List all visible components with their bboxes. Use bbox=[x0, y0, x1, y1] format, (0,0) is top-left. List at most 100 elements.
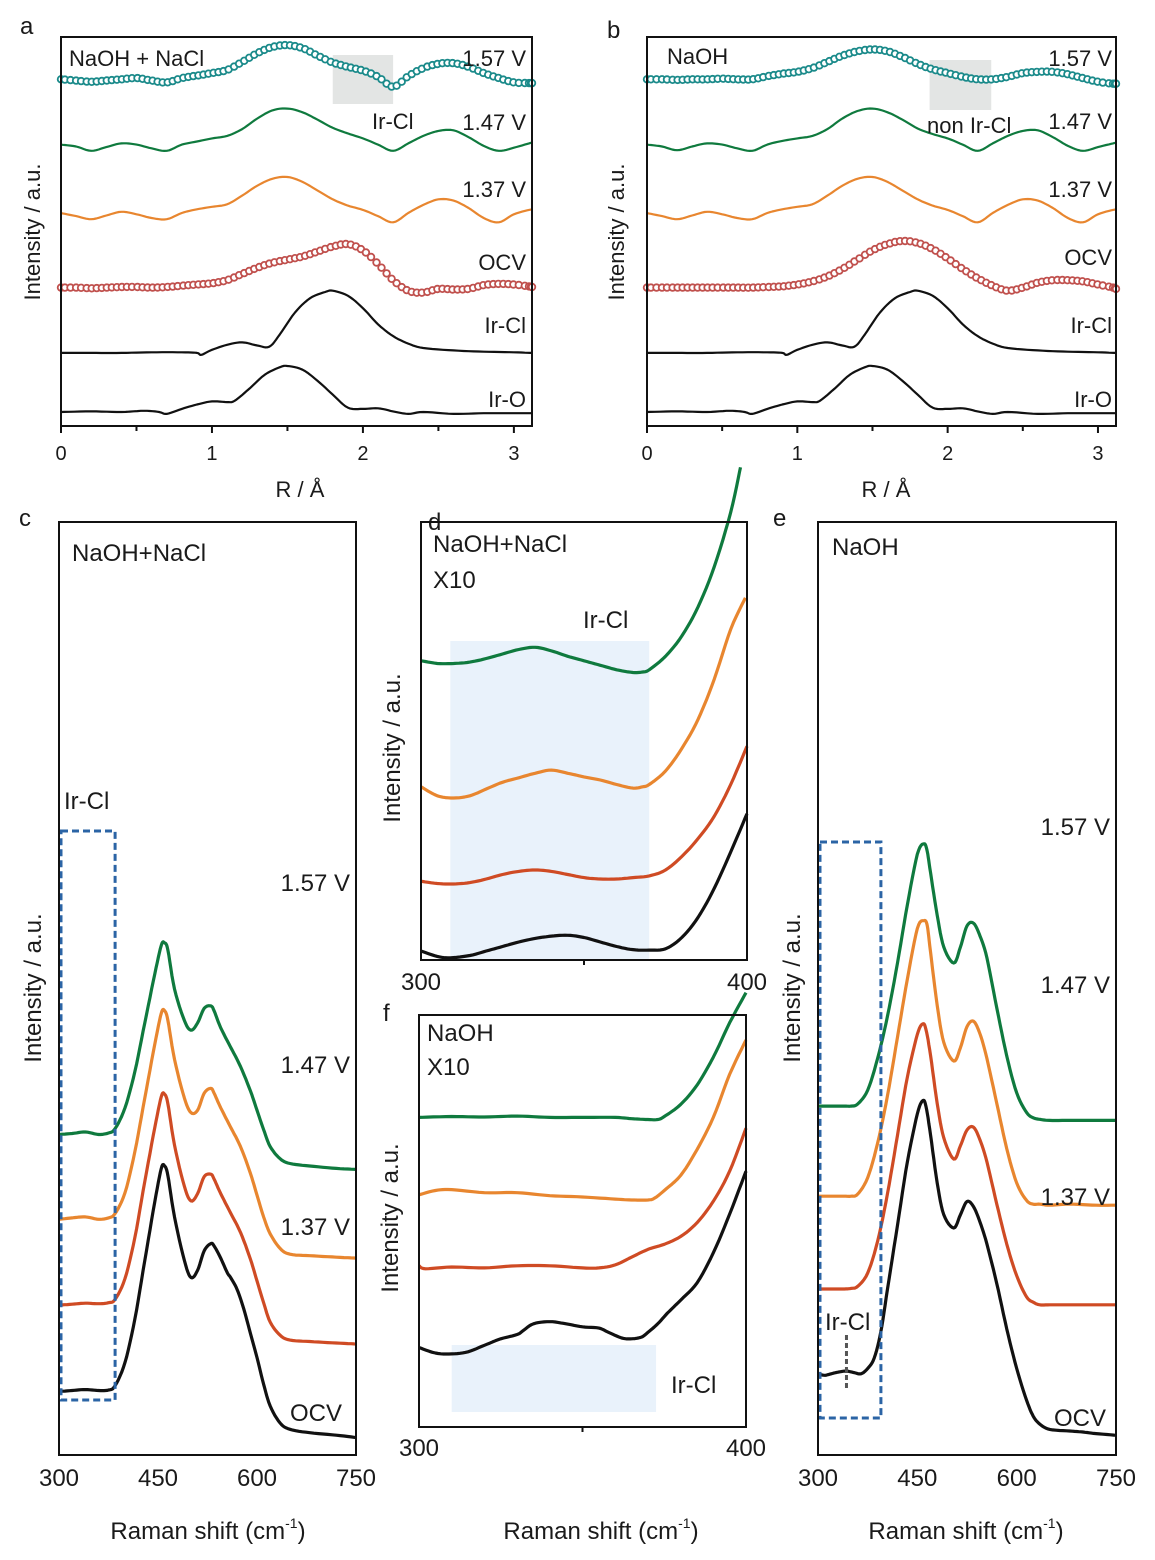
panel-a: 0 1 2 3 bbox=[55, 36, 537, 465]
panel-b-shade-label: non Ir-Cl bbox=[927, 113, 1011, 138]
panel-d-title: NaOH+NaCl bbox=[433, 531, 567, 558]
panel-e-xlabel: Raman shift (cm-1) bbox=[868, 1515, 1063, 1545]
x-tick-label-c: 750 bbox=[336, 1465, 376, 1492]
panel-f-subtitle: X10 bbox=[427, 1054, 470, 1081]
panel-e-title: NaOH bbox=[832, 534, 899, 561]
series-line-f-1-57-v bbox=[418, 991, 748, 1122]
panel-c-title: NaOH+NaCl bbox=[72, 540, 206, 567]
series-line-e-1-37-v bbox=[817, 1022, 1116, 1307]
data-point-a-ocv bbox=[366, 252, 376, 262]
series-line-e-1-47-v bbox=[817, 918, 1116, 1207]
series-line-e-ocv bbox=[817, 1098, 1117, 1437]
panel-a-label-iro: Ir-O bbox=[488, 387, 526, 412]
panel-letter-b: b bbox=[607, 17, 620, 44]
panel-b-label-ocv: OCV bbox=[1064, 245, 1112, 270]
data-point-a-ocv bbox=[387, 274, 396, 283]
axes-frame-a bbox=[60, 36, 533, 427]
panel-a-ylabel: Intensity / a.u. bbox=[20, 164, 45, 301]
panel-c-label-ocv: OCV bbox=[290, 1400, 342, 1427]
panel-e-label-ocv: OCV bbox=[1054, 1405, 1106, 1432]
panel-a-label-ircl: Ir-Cl bbox=[484, 313, 526, 338]
panel-f: 300 400 bbox=[399, 991, 766, 1462]
panel-e-box-label: Ir-Cl bbox=[825, 1309, 870, 1336]
dashed-box-c bbox=[59, 829, 117, 1402]
series-line-a-1-47-v bbox=[60, 107, 533, 152]
panel-a-xlabel: R / Å bbox=[276, 477, 325, 502]
axes-frame-b bbox=[646, 36, 1117, 427]
series-line-f-1-37-v bbox=[417, 1127, 748, 1271]
panel-f-ylabel: Intensity / a.u. bbox=[377, 1143, 404, 1292]
panel-a-label-1-57: 1.57 V bbox=[462, 46, 526, 71]
panel-b-xlabel: R / Å bbox=[862, 477, 911, 502]
panel-e: 300 450 600 750 bbox=[798, 521, 1136, 1492]
series-line-d-1-57-v bbox=[420, 466, 743, 675]
shaded-region-b bbox=[929, 60, 992, 110]
x-tick-label-a: 1 bbox=[206, 443, 217, 465]
panel-c-ylabel: Intensity / a.u. bbox=[20, 913, 47, 1062]
data-point-a-ocv bbox=[382, 269, 391, 278]
series-line-b-ir-o bbox=[646, 364, 1116, 415]
panel-b-label-ircl: Ir-Cl bbox=[1070, 313, 1112, 338]
x-tick-label-e: 450 bbox=[897, 1465, 937, 1492]
series-line-a-ir-cl bbox=[61, 289, 532, 356]
panel-c-xlabel: Raman shift (cm-1) bbox=[110, 1515, 305, 1545]
x-tick-label-c: 300 bbox=[39, 1465, 79, 1492]
series-line-b-ir-cl bbox=[647, 289, 1116, 356]
x-tick-label-a: 0 bbox=[55, 443, 66, 465]
panel-b-label-1-37: 1.37 V bbox=[1048, 177, 1112, 202]
series-line-b-1-37-v bbox=[646, 175, 1117, 224]
panel-a-label-1-47: 1.47 V bbox=[462, 110, 526, 135]
panel-b-label-iro: Ir-O bbox=[1074, 387, 1112, 412]
panel-c-box-label: Ir-Cl bbox=[64, 788, 109, 815]
data-point-b-ocv bbox=[855, 254, 864, 263]
series-line-c-ocv bbox=[58, 1162, 357, 1440]
series-line-a-1-37-v bbox=[60, 175, 533, 224]
panel-letter-e: e bbox=[773, 505, 786, 532]
x-tick-label-b: 1 bbox=[792, 443, 803, 465]
panel-d-ylabel: Intensity / a.u. bbox=[379, 673, 406, 822]
x-tick-label-a: 2 bbox=[357, 443, 368, 465]
panel-letter-f: f bbox=[383, 1000, 390, 1027]
panel-f-title: NaOH bbox=[427, 1020, 494, 1047]
data-point-a-1-57-v bbox=[377, 75, 386, 84]
panel-c-label-1-47: 1.47 V bbox=[281, 1052, 350, 1079]
panel-d-annotation: Ir-Cl bbox=[583, 607, 628, 634]
panel-d-subtitle: X10 bbox=[433, 567, 476, 594]
data-point-a-ocv bbox=[361, 248, 371, 257]
series-line-f-1-47-v bbox=[418, 1039, 748, 1202]
panel-e-label-1-57: 1.57 V bbox=[1041, 814, 1110, 841]
panel-f-annotation: Ir-Cl bbox=[671, 1372, 716, 1399]
panel-a-label-ocv: OCV bbox=[478, 250, 526, 275]
panel-b-label-1-47: 1.47 V bbox=[1048, 109, 1112, 134]
x-tick-label-f: 400 bbox=[726, 1435, 766, 1462]
panel-e-label-1-37: 1.37 V bbox=[1041, 1184, 1110, 1211]
data-point-a-ocv bbox=[372, 258, 381, 267]
panel-c: 300 450 600 750 bbox=[39, 521, 376, 1492]
series-line-d-1-37-v bbox=[420, 745, 749, 886]
panel-f-xlabel: Raman shift (cm-1) bbox=[503, 1515, 698, 1545]
x-tick-label-f: 300 bbox=[399, 1435, 439, 1462]
shaded-region-d bbox=[450, 641, 650, 960]
panel-d: 300 400 bbox=[401, 466, 767, 996]
series-line-d-ocv bbox=[420, 813, 749, 960]
x-tick-label-e: 750 bbox=[1096, 1465, 1136, 1492]
axes-frame-e bbox=[817, 521, 1117, 1456]
x-tick-label-a: 3 bbox=[508, 443, 519, 465]
x-tick-label-b: 2 bbox=[942, 443, 953, 465]
series-line-b-1-47-v bbox=[646, 107, 1117, 152]
x-tick-label-b: 0 bbox=[641, 443, 652, 465]
panel-c-label-1-37: 1.37 V bbox=[281, 1214, 350, 1241]
panel-b-title: NaOH bbox=[667, 44, 728, 69]
series-line-a-ir-o bbox=[60, 364, 532, 415]
series-line-d-1-47-v bbox=[420, 597, 747, 800]
dashed-box-e bbox=[818, 840, 883, 1420]
panel-c-label-1-57: 1.57 V bbox=[281, 870, 350, 897]
panel-a-title: NaOH + NaCl bbox=[69, 46, 204, 71]
panel-b: 0 1 2 3 bbox=[641, 36, 1121, 465]
panel-e-ylabel: Intensity / a.u. bbox=[779, 913, 806, 1062]
series-line-e-1-57-v bbox=[817, 842, 1116, 1123]
panel-b-ylabel: Intensity / a.u. bbox=[604, 164, 629, 301]
panel-letter-a: a bbox=[20, 13, 34, 40]
panel-a-label-1-37: 1.37 V bbox=[462, 177, 526, 202]
